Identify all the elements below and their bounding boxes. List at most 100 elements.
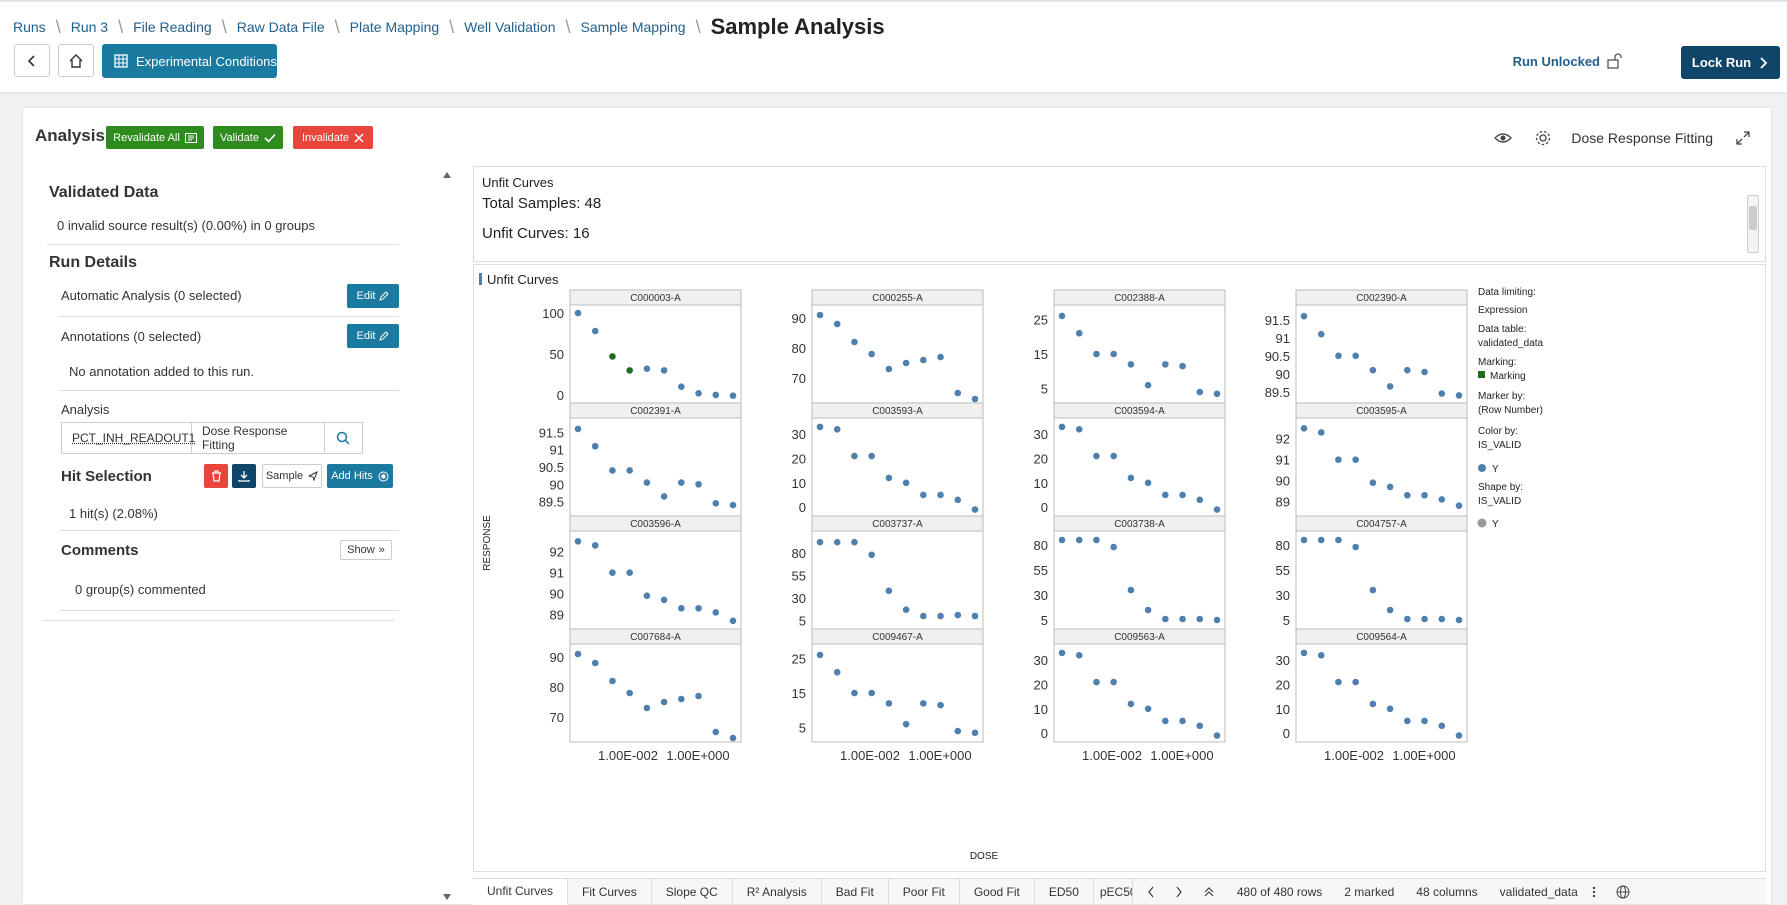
data-point (937, 491, 944, 499)
data-point (1179, 491, 1186, 499)
y-tick-label: 15 (1034, 347, 1048, 362)
x-tick-label: 1.00E-002 (1082, 748, 1142, 763)
y-tick-label: 91 (550, 566, 564, 581)
show-comments-button[interactable]: Show» (340, 540, 392, 560)
tab-good-fit[interactable]: Good Fit (960, 878, 1035, 905)
legend-text: Shape by: (1478, 482, 1523, 493)
method-field[interactable]: Dose Response Fitting (192, 423, 325, 453)
y-tick-label: 10 (1276, 702, 1290, 717)
y-tick-label: 90 (550, 477, 564, 492)
panel-title: C009467-A (872, 632, 923, 643)
scatter-trellis: Unfit CurvesRESPONSEDOSEC000003-A100500C… (479, 272, 1543, 862)
data-point (1196, 388, 1204, 396)
tab-pec50[interactable]: pEC50 (1099, 884, 1132, 899)
run-status[interactable]: Run Unlocked (1513, 53, 1622, 69)
tab-bad-fit[interactable]: Bad Fit (822, 878, 889, 905)
data-point (1179, 362, 1186, 370)
panel-frame (1295, 530, 1468, 630)
data-point (920, 612, 927, 620)
data-point (1300, 312, 1308, 320)
breadcrumb-file-reading[interactable]: File Reading (133, 19, 212, 35)
scrollbar-thumb[interactable] (1749, 206, 1757, 230)
tab-ed50[interactable]: ED50 (1035, 878, 1094, 905)
data-point (1144, 606, 1152, 614)
panel-title: C003594-A (1114, 406, 1165, 417)
data-point (660, 493, 668, 500)
breadcrumb-plate-mapping[interactable]: Plate Mapping (349, 19, 440, 35)
delete-hits-button[interactable] (204, 464, 228, 488)
invalidate-button[interactable]: Invalidate (293, 126, 373, 149)
data-point (902, 720, 910, 728)
data-point (1386, 606, 1394, 614)
data-point (729, 392, 737, 400)
chevron-right-icon[interactable] (1175, 886, 1183, 898)
search-icon[interactable] (325, 423, 363, 453)
show-label: Show (347, 544, 375, 556)
tab-unfit-curves[interactable]: Unfit Curves (473, 878, 569, 905)
more-vertical-icon[interactable] (1592, 886, 1596, 898)
lock-run-button[interactable]: Lock Run (1681, 46, 1780, 79)
data-point (1179, 615, 1186, 623)
data-point (868, 452, 875, 460)
data-point (885, 587, 893, 595)
tab-r2-analysis[interactable]: R² Analysis (733, 878, 822, 905)
edit-annotations-button[interactable]: Edit (347, 324, 399, 348)
globe-icon[interactable] (1616, 885, 1630, 899)
y-tick-label: 20 (1034, 677, 1048, 692)
y-tick-label: 90 (1276, 474, 1290, 489)
analysis-selector[interactable]: PCT_INH_READOUT1 Dose Response Fitting (61, 422, 363, 454)
data-point (954, 496, 962, 504)
collapse-up-icon[interactable] (1203, 886, 1215, 898)
data-point (1317, 536, 1325, 544)
tab-slope-qc[interactable]: Slope QC (652, 878, 733, 905)
validated-data-title: Validated Data (49, 184, 159, 201)
data-point (1127, 586, 1135, 594)
y-tick-label: 0 (1283, 726, 1290, 741)
panel-frame (811, 530, 984, 630)
data-point (574, 650, 582, 658)
breadcrumb-run[interactable]: Run 3 (70, 19, 109, 35)
x-tick-label: 1.00E+000 (908, 748, 971, 763)
chevron-left-icon[interactable] (1147, 886, 1155, 898)
home-button[interactable] (58, 44, 94, 77)
add-hits-button[interactable]: Add Hits (327, 464, 393, 488)
data-point (643, 704, 651, 712)
breadcrumb-sample-mapping[interactable]: Sample Mapping (580, 19, 686, 35)
readout-field[interactable]: PCT_INH_READOUT1 (62, 423, 195, 453)
download-button[interactable] (232, 464, 256, 488)
eye-icon[interactable] (1491, 126, 1515, 150)
breadcrumb-runs[interactable]: Runs (13, 19, 46, 35)
data-point (937, 701, 944, 709)
breadcrumb-well-validation[interactable]: Well Validation (464, 19, 556, 35)
panel-frame (569, 643, 742, 743)
panel-frame (1053, 530, 1226, 630)
panel-title: C002390-A (1356, 293, 1407, 304)
y-tick-label: 5 (1041, 382, 1048, 397)
experimental-conditions-button[interactable]: Experimental Conditions (102, 44, 277, 78)
check-icon (264, 133, 276, 143)
tab-poor-fit[interactable]: Poor Fit (889, 878, 960, 905)
panel-title: C000255-A (872, 293, 923, 304)
y-tick-label: 10 (1034, 702, 1048, 717)
revalidate-all-button[interactable]: Revalidate All (106, 126, 204, 149)
tab-fit-curves[interactable]: Fit Curves (568, 878, 652, 905)
gear-icon[interactable] (1531, 126, 1555, 150)
panel-frame (1295, 304, 1468, 404)
breadcrumb-raw-data-file[interactable]: Raw Data File (236, 19, 325, 35)
back-button[interactable] (14, 44, 50, 77)
data-point (1162, 491, 1169, 499)
experimental-conditions-label: Experimental Conditions (136, 53, 277, 69)
x-tick-label: 1.00E+000 (666, 748, 729, 763)
y-tick-label: 90 (792, 311, 806, 326)
summary-scrollbar[interactable] (1747, 195, 1759, 253)
data-point (851, 338, 858, 346)
left-panel-scrollbar[interactable] (441, 168, 453, 904)
edit-automatic-analysis-button[interactable]: Edit (347, 284, 399, 308)
data-table-name[interactable]: validated_data (1499, 884, 1578, 899)
data-point (695, 389, 702, 397)
validate-button[interactable]: Validate (213, 126, 283, 149)
home-icon (69, 53, 83, 68)
sample-button[interactable]: Sample (262, 464, 322, 488)
visualization-name[interactable]: Dose Response Fitting (1571, 130, 1713, 146)
expand-icon[interactable] (1731, 126, 1755, 150)
